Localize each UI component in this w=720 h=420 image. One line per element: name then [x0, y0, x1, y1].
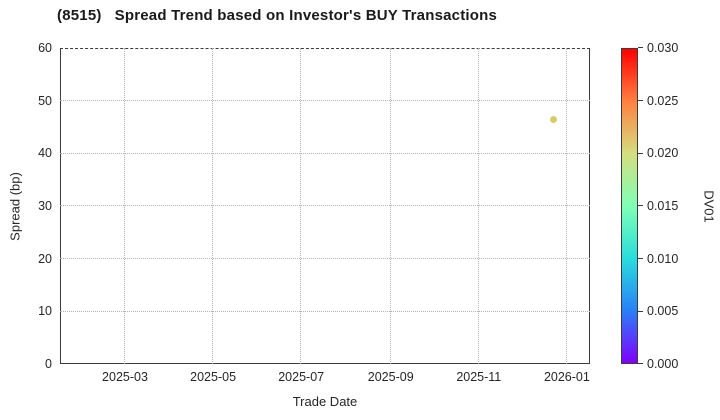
gridline-y-30 — [60, 205, 590, 207]
y-tick-40: 40 — [38, 146, 52, 161]
colorbar-tick-0.010 — [638, 258, 643, 260]
y-tick-10: 10 — [38, 304, 52, 319]
colorbar — [621, 48, 638, 364]
data-point — [550, 115, 558, 123]
x-axis-label: Trade Date — [292, 394, 358, 409]
y-tick-20: 20 — [38, 251, 52, 266]
gridline-y-10 — [60, 310, 590, 312]
colorbar-tick-label-0.005: 0.005 — [647, 304, 679, 319]
colorbar-tick-label-0.000: 0.000 — [647, 357, 679, 371]
colorbar-tick-label-0.020: 0.020 — [647, 146, 679, 161]
colorbar-label: DV01 — [701, 190, 717, 223]
x-tick-2025-07: 2025-07 — [278, 370, 325, 384]
gridline-y-50 — [60, 99, 590, 101]
colorbar-tick-0.025 — [638, 100, 643, 102]
x-tick-2025-09: 2025-09 — [367, 370, 414, 384]
gridline-y-40 — [60, 152, 590, 154]
chart-title: (8515) Spread Trend based on Investor's … — [57, 7, 498, 24]
colorbar-tick-0.020 — [638, 152, 643, 154]
x-tick-2025-03: 2025-03 — [102, 370, 148, 384]
x-tick-2025-11: 2025-11 — [456, 370, 502, 384]
colorbar-tick-0.000 — [638, 363, 643, 365]
colorbar-tick-label-0.010: 0.010 — [647, 251, 679, 266]
gridline-y-20 — [60, 257, 590, 259]
y-tick-60: 60 — [38, 41, 52, 55]
colorbar-tick-0.015 — [638, 205, 643, 207]
x-tick-2025-05: 2025-05 — [190, 370, 237, 384]
x-tick-2026-01: 2026-01 — [543, 370, 590, 384]
colorbar-tick-0.005 — [638, 310, 643, 312]
y-tick-0: 0 — [45, 357, 52, 371]
y-tick-30: 30 — [38, 199, 52, 213]
colorbar-tick-0.030 — [638, 47, 643, 49]
y-tick-50: 50 — [38, 93, 52, 108]
colorbar-tick-label-0.030: 0.030 — [647, 41, 679, 55]
colorbar-tick-label-0.015: 0.015 — [647, 199, 679, 213]
colorbar-tick-label-0.025: 0.025 — [647, 93, 679, 108]
